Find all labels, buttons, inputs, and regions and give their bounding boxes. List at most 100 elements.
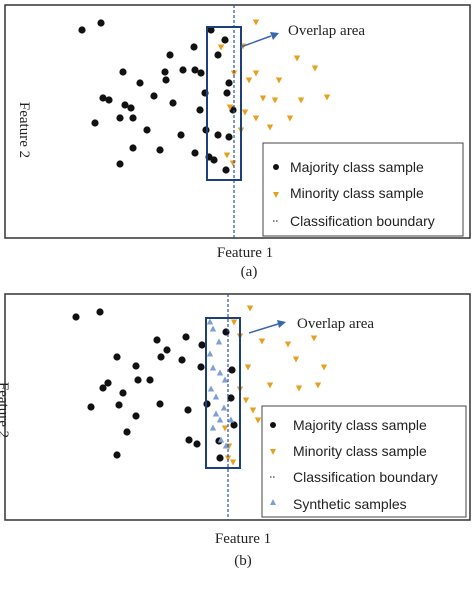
panel-a-majority-point (116, 160, 124, 168)
panel-b-minority-point (295, 385, 303, 392)
panel-b-majority-point (178, 356, 186, 364)
panel-b-synthetic-point (221, 376, 229, 383)
panel-b-majority-point (99, 384, 107, 392)
panel-a-majority-point (166, 51, 174, 59)
panel-b-majority-point (182, 333, 190, 341)
panel-a-majority-point (225, 79, 233, 87)
panel-b-synthetic-point (212, 410, 220, 417)
panel-b-legend-minority-label: Minority class sample (293, 443, 427, 459)
panel-a-majority-point (119, 68, 127, 76)
panel-b-legend-majority-marker (270, 422, 276, 428)
panel-b-arrowhead (277, 320, 286, 328)
panel-b-caption: (b) (234, 553, 252, 569)
panel-b-legend-minority-marker (270, 449, 276, 455)
panel-b-synthetic-point (207, 385, 215, 392)
panel-a-majority-point (179, 66, 187, 74)
panel-b-minority-point (320, 364, 328, 371)
panel-a-legend (262, 142, 464, 237)
panel-a-minority-point (266, 124, 274, 131)
panel-b-minority-point (221, 425, 229, 432)
panel-b-majority-point (184, 406, 192, 414)
panel-a-caption: (a) (241, 264, 258, 280)
panel-a-overlap-arrow (240, 35, 272, 48)
panel-a-frame (4, 4, 471, 239)
panel-a-majority-point (150, 92, 158, 100)
panel-a-majority-point (214, 51, 222, 59)
panel-a-majority-point (190, 43, 198, 51)
panel-b-majority-point (153, 336, 161, 344)
panel-b-majority-point (72, 313, 80, 321)
panel-a-majority-point (196, 106, 204, 114)
panel-b-majority-point (96, 308, 104, 316)
panel-a-minority-point (241, 109, 249, 116)
panel-a-majority-point (136, 79, 144, 87)
panel-a-minority-point (286, 115, 294, 122)
panel-a-minority-point (311, 65, 319, 72)
panel-b-synthetic-point (227, 416, 235, 423)
panel-b-legend (261, 405, 467, 518)
panel-b-majority-point (113, 451, 121, 459)
panel-b-majority-point (197, 363, 205, 371)
panel-a-xlabel: Feature 1 (217, 245, 273, 261)
panel-b-majority-point (123, 428, 131, 436)
panel-b-minority-point (230, 319, 238, 326)
panel-b-majority-point (113, 353, 121, 361)
panel-b-majority-point (119, 389, 127, 397)
panel-b-synthetic-point (216, 369, 224, 376)
panel-a-majority-point (197, 69, 205, 77)
panel-a-majority-point (97, 19, 105, 27)
panel-b-synthetic-point (209, 424, 217, 431)
panel-a-minority-point (223, 152, 231, 159)
panel-a-majority-point (210, 156, 218, 164)
panel-a-majority-point (222, 166, 230, 174)
panel-a-minority-point (226, 104, 234, 111)
panel-b-overlap-arrow (248, 323, 279, 334)
panel-a-minority-point (229, 160, 237, 167)
panel-b-majority-point (104, 379, 112, 387)
panel-a-majority-point (78, 26, 86, 34)
panel-a-majority-point (223, 89, 231, 97)
panel-b-legend-boundary-label: Classification boundary (293, 469, 438, 485)
panel-a-majority-point (121, 101, 129, 109)
panel-b-majority-point (146, 376, 154, 384)
panel-a-overlap-box (206, 26, 242, 181)
panel-b-overlap-label: Overlap area (297, 316, 374, 332)
panel-b-majority-point (193, 440, 201, 448)
panel-b-minority-point (314, 382, 322, 389)
panel-b-majority-point (156, 400, 164, 408)
panel-b-minority-point (292, 356, 300, 363)
panel-a-majority-point (221, 36, 229, 44)
panel-b-majority-point (230, 421, 238, 429)
panel-b-legend-synthetic-label: Synthetic samples (293, 496, 407, 512)
panel-a-majority-point (129, 144, 137, 152)
panel-a-majority-point (143, 126, 151, 134)
panel-b-legend-majority-label: Majority class sample (293, 417, 427, 433)
panel-a-minority-point (252, 115, 260, 122)
panel-b-majority-point (134, 376, 142, 384)
panel-b-synthetic-point (206, 350, 214, 357)
panel-b-minority-point (254, 417, 262, 424)
panel-b-majority-point (163, 346, 171, 354)
panel-b-minority-point (258, 338, 266, 345)
panel-a-majority-point (116, 114, 124, 122)
panel-a-minority-point (252, 19, 260, 26)
panel-a-majority-point (161, 68, 169, 76)
panel-b-ylabel: Feature 2 (0, 382, 11, 438)
panel-b-minority-point (246, 305, 254, 312)
panel-b-minority-point (310, 335, 318, 342)
panel-b-legend-synthetic-marker (270, 499, 276, 505)
panel-a-majority-point (169, 99, 177, 107)
panel-b-synthetic-point (216, 416, 224, 423)
panel-a-minority-point (245, 77, 253, 84)
panel-a-legend-majority-label: Majority class sample (290, 159, 424, 175)
panel-b-minority-point (244, 364, 252, 371)
panel-b-overlap-box (205, 317, 241, 469)
panel-b-majority-point (185, 436, 193, 444)
panel-b-synthetic-point (212, 393, 220, 400)
panel-b-minority-point (284, 341, 292, 348)
panel-a-majority-point (177, 131, 185, 139)
panel-b-majority-point (157, 353, 165, 361)
panel-a-legend-minority-marker (273, 192, 279, 198)
panel-a-majority-point (191, 66, 199, 74)
